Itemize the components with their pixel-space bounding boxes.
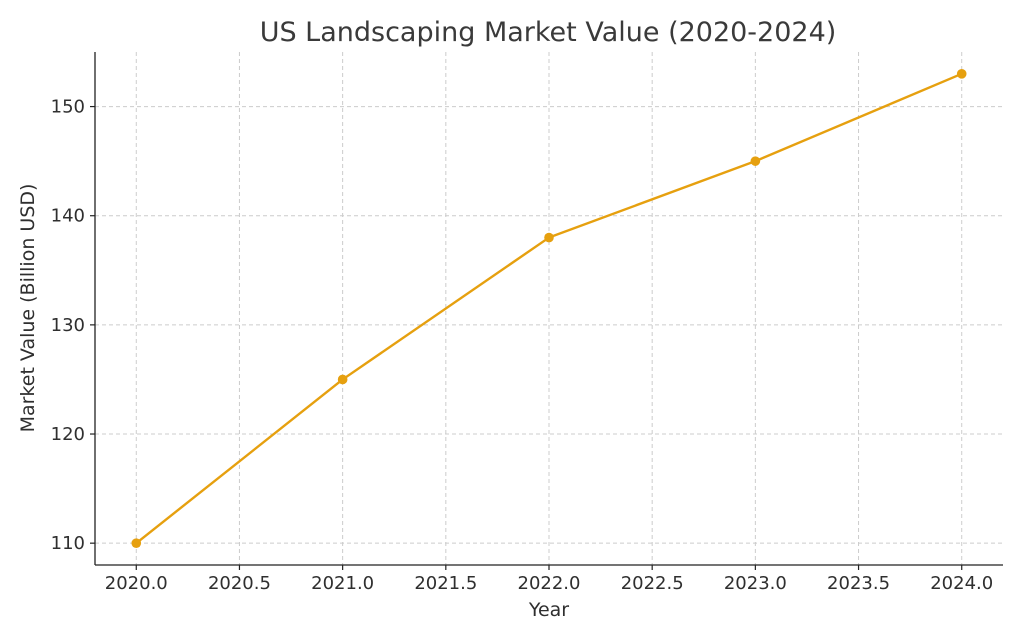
y-tick-label: 120	[51, 424, 85, 445]
x-tick-label: 2023.0	[724, 573, 787, 594]
data-point-marker	[544, 232, 554, 243]
data-point-marker	[750, 156, 761, 166]
x-axis-label: Year	[528, 599, 569, 621]
ticks-layer: 2020.0 2020.5 2021.0 2021.5 2022.0 2022.5 2023…	[51, 97, 994, 594]
x-tick-label: 2024.0	[930, 573, 993, 594]
series-layer	[131, 69, 967, 548]
y-tick-label: 150	[51, 97, 85, 118]
data-point-marker	[337, 374, 348, 385]
x-tick-label: 2022.0	[518, 573, 581, 594]
y-tick-label: 110	[51, 533, 85, 554]
x-tick-label: 2022.5	[621, 573, 684, 594]
data-point-marker	[956, 69, 967, 79]
x-tick-label: 2021.0	[311, 573, 374, 594]
grid-layer	[95, 52, 1003, 565]
y-axis-label: Market Value (Billion USD)	[17, 184, 39, 433]
y-tick-label: 140	[51, 206, 85, 227]
y-tick-label: 130	[51, 315, 85, 336]
x-tick-label: 2023.5	[827, 573, 890, 594]
data-point-marker	[131, 538, 142, 548]
x-tick-label: 2020.0	[105, 573, 168, 594]
x-tick-label: 2020.5	[208, 573, 271, 594]
x-tick-label: 2021.5	[414, 573, 477, 594]
chart-title: US Landscaping Market Value (2020-2024)	[260, 17, 837, 48]
